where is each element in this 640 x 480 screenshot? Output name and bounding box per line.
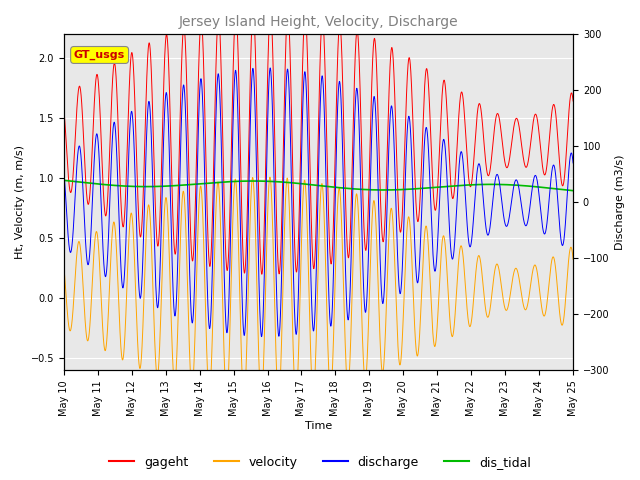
gageht xyxy=(267,8,275,13)
Line: gageht: gageht xyxy=(64,11,573,274)
dis_tidal xyxy=(152,184,160,190)
dis_tidal xyxy=(255,178,262,184)
discharge xyxy=(255,254,262,260)
discharge xyxy=(440,137,448,143)
velocity xyxy=(255,341,262,347)
X-axis label: Time: Time xyxy=(305,421,332,432)
Legend: gageht, velocity, discharge, dis_tidal: gageht, velocity, discharge, dis_tidal xyxy=(104,451,536,474)
gageht xyxy=(569,98,577,104)
dis_tidal xyxy=(60,178,68,183)
velocity xyxy=(365,291,373,297)
Title: Jersey Island Height, Velocity, Discharge: Jersey Island Height, Velocity, Discharg… xyxy=(179,15,458,29)
velocity xyxy=(60,263,68,268)
dis_tidal xyxy=(479,181,486,187)
gageht xyxy=(392,107,399,113)
Y-axis label: Discharge (m3/s): Discharge (m3/s) xyxy=(615,155,625,250)
discharge xyxy=(60,167,68,173)
dis_tidal xyxy=(391,187,399,192)
velocity xyxy=(569,256,577,262)
velocity xyxy=(440,234,448,240)
discharge xyxy=(479,189,486,195)
velocity xyxy=(152,368,160,373)
dis_tidal xyxy=(440,184,447,190)
gageht xyxy=(440,77,448,83)
discharge xyxy=(258,334,266,339)
discharge xyxy=(569,160,577,166)
Line: velocity: velocity xyxy=(64,177,573,400)
gageht xyxy=(479,124,486,130)
gageht xyxy=(60,105,68,111)
dis_tidal xyxy=(365,187,373,192)
Text: GT_usgs: GT_usgs xyxy=(74,50,125,60)
discharge xyxy=(392,177,399,182)
Line: dis_tidal: dis_tidal xyxy=(64,180,573,191)
dis_tidal xyxy=(569,188,577,193)
velocity xyxy=(479,278,486,284)
gageht xyxy=(255,181,262,187)
gageht xyxy=(365,167,373,172)
gageht xyxy=(152,227,160,233)
discharge xyxy=(152,293,160,299)
velocity xyxy=(392,274,399,279)
discharge xyxy=(266,65,274,71)
velocity xyxy=(257,397,265,403)
Line: discharge: discharge xyxy=(64,68,573,336)
velocity xyxy=(266,174,274,180)
gageht xyxy=(258,271,266,277)
Y-axis label: Ht, Velocity (m, m/s): Ht, Velocity (m, m/s) xyxy=(15,145,25,259)
discharge xyxy=(365,216,373,221)
